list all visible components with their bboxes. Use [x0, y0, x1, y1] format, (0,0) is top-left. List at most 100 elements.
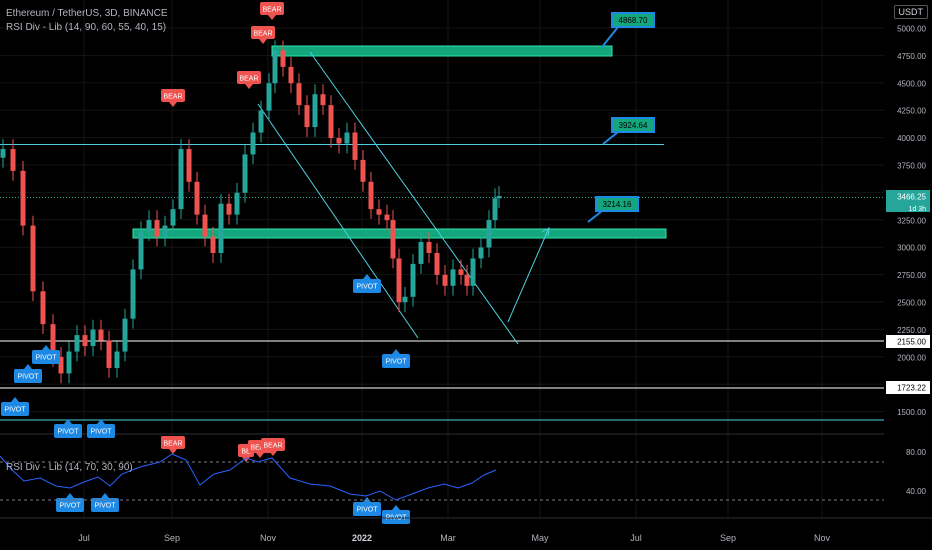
rsi-pivot-label-1	[56, 498, 84, 512]
candle-body	[146, 220, 152, 232]
bear-label-1-pointer	[268, 15, 276, 20]
candle-body	[90, 329, 96, 347]
candle-body	[122, 318, 128, 352]
candle-body	[114, 351, 120, 368]
pivot-label-4-text: PIVOT	[17, 374, 39, 381]
time-axis-label: Sep	[164, 533, 180, 543]
price-scale-label: 4000.00	[897, 134, 926, 143]
candle-body	[442, 274, 448, 286]
price-scale[interactable]: 5000.00 4750.00 4500.00 4250.00 4000.00 3750.…	[884, 0, 932, 550]
pivot-label-5	[1, 402, 29, 416]
candle-body	[50, 324, 56, 357]
bear-label-4-pointer	[169, 102, 177, 107]
candle-body	[376, 209, 382, 215]
price-scale-label: 4250.00	[897, 107, 926, 116]
rsi-bear-label-4	[261, 438, 285, 451]
countdown-text: 1d 3h	[908, 206, 926, 213]
candle-body	[10, 148, 16, 171]
candle-body	[162, 225, 168, 237]
currency-button[interactable]: USDT	[893, 5, 928, 19]
rsi-pivot-label-3	[353, 502, 381, 516]
bear-label-2-text: BEAR	[253, 31, 272, 38]
candle-body	[74, 335, 80, 352]
rsi-bear-label-3-pointer	[256, 453, 264, 458]
pivot-label-4-pointer	[24, 364, 32, 369]
price-scale-label: 3250.00	[897, 216, 926, 225]
rsi-pivot-label-3-text: PIVOT	[356, 507, 378, 514]
callout-3924-text: 3924.64	[619, 121, 648, 130]
candle-body	[194, 181, 200, 215]
candle-body	[336, 138, 342, 144]
grid-lines	[0, 0, 884, 518]
bear-label-4-text: BEAR	[163, 94, 182, 101]
candle-body	[328, 105, 334, 138]
indicator-legend[interactable]: RSI Div - Lib (14, 90, 60, 55, 40, 15)	[6, 22, 167, 33]
candle-body	[470, 258, 476, 286]
rsi-bear-label-1-pointer	[169, 449, 177, 454]
current-price-tag-text: 3466.25	[897, 193, 926, 202]
candle-body	[266, 83, 272, 111]
candle-body	[304, 105, 310, 128]
candle-body	[320, 94, 326, 106]
candle-body	[130, 269, 136, 319]
rsi-bear-label-2-text: BE	[241, 449, 251, 456]
pivot-label-5-text: PIVOT	[4, 407, 26, 414]
callout-4868-text: 4868.70	[619, 16, 648, 25]
candle-body	[478, 247, 484, 259]
candle-body	[154, 220, 160, 237]
level-callouts[interactable]: 4868.70 3924.64 3214.16	[587, 12, 655, 223]
callout-3924-leader	[602, 131, 619, 145]
rsi-pivot-label-4-pointer	[392, 505, 400, 510]
signal-labels: BEARBEARBEARBEARBEARBEBEARBEARPIVOTPIVOT…	[1, 2, 410, 524]
rsi-bear-label-3-text: BEAR	[250, 445, 269, 452]
price-scale-label: 3000.00	[897, 244, 926, 253]
resistance-zone-4868	[271, 45, 613, 57]
rsi-bear-label-1-text: BEAR	[163, 441, 182, 448]
callout-3214-leader	[587, 210, 603, 223]
rsi-panel	[0, 453, 884, 501]
callout-3214	[595, 196, 639, 212]
current-price-tag	[886, 190, 930, 212]
candle-body	[242, 154, 248, 193]
candle-body	[464, 274, 470, 286]
candle-body	[368, 181, 374, 210]
time-axis-label: Mar	[440, 533, 456, 543]
candle-body	[178, 148, 184, 210]
rsi-legend[interactable]: RSI Div - Lib (14, 70, 30, 90)	[6, 462, 133, 473]
candle-body	[312, 94, 318, 128]
price-scale-label: 2500.00	[897, 299, 926, 308]
supply-demand-zones[interactable]	[132, 45, 667, 239]
rsi-line	[0, 453, 497, 501]
rsi-pivot-label-1-text: PIVOT	[59, 503, 81, 510]
candle-body	[360, 159, 366, 182]
time-axis-label: Jul	[630, 533, 642, 543]
candle-body	[450, 269, 456, 286]
bear-label-1-text: BEAR	[262, 7, 281, 14]
bear-label-3	[237, 71, 261, 84]
price-scale-label: 2250.00	[897, 326, 926, 335]
rsi-scale-label: 80.00	[906, 448, 927, 457]
candle-body	[402, 296, 408, 303]
callout-4868-leader	[601, 26, 619, 48]
pivot-label-7-pointer	[97, 419, 105, 424]
bear-label-3-pointer	[245, 84, 253, 89]
pivot-label-3-text: PIVOT	[35, 355, 57, 362]
price-candles	[0, 40, 502, 384]
pivot-label-5-pointer	[11, 397, 19, 402]
rsi-pivot-label-1-pointer	[66, 493, 74, 498]
trend-lines[interactable]	[257, 51, 550, 345]
pivot-label-6-text: PIVOT	[57, 429, 79, 436]
bear-label-1	[260, 2, 284, 15]
time-axis[interactable]: Jul Sep Nov 2022 Mar May Jul Sep Nov	[0, 517, 932, 543]
candle-body	[186, 148, 192, 182]
candle-body	[138, 231, 144, 270]
candle-body	[226, 203, 232, 215]
pivot-label-1-pointer	[363, 274, 371, 279]
candle-body	[434, 252, 440, 275]
candle-body	[202, 214, 208, 237]
price-scale-label: 5000.00	[897, 25, 926, 34]
symbol-title[interactable]: Ethereum / TetherUS, 3D, BINANCE	[6, 8, 168, 19]
candle-body	[492, 198, 498, 221]
time-axis-label: Nov	[260, 533, 277, 543]
